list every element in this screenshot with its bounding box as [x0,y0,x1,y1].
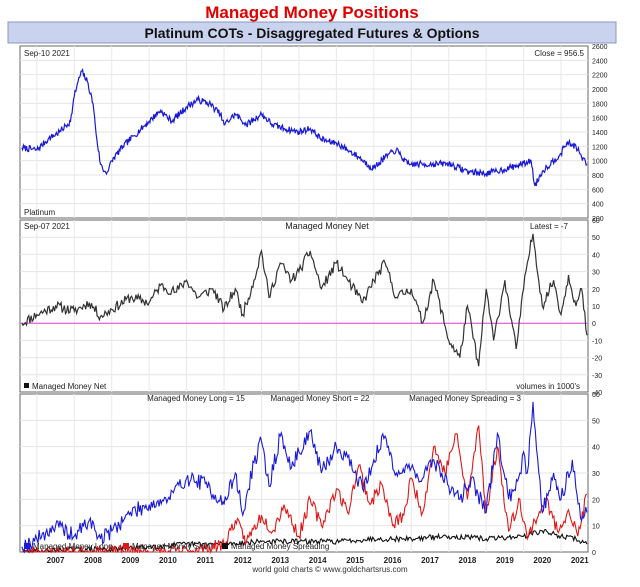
price-y-tick-label: 1600 [592,116,608,123]
net-latest-label: Latest = -7 [530,222,569,231]
price-close-label: Close = 956.5 [534,49,584,58]
price-y-ticks: 200 400 600 800 1000 1200 1400 1600 1800 2000 2200… [592,44,608,223]
x-tick-label: 2014 [309,556,327,565]
net-y-tick-label: -20 [592,356,602,363]
footer-credit: world gold charts © www.goldchartsrus.co… [251,565,408,574]
price-y-tick-label: 800 [592,173,604,180]
x-tick-label: 2020 [533,556,551,565]
x-tick-label: 2018 [459,556,477,565]
price-y-tick-label: 400 [592,202,604,209]
net-legend-swatch [24,383,29,388]
price-line [21,67,588,187]
spreading-latest-label: Managed Money Spreading = 3 [409,394,521,403]
net-y-tick-label: 10 [592,304,600,311]
price-y-tick-label: 2000 [592,87,608,94]
price-series-label: Platinum [24,208,55,217]
components-y-tick-label: 0 [592,550,596,557]
long-legend-swatch [24,543,30,549]
net-title: Managed Money Net [285,221,369,231]
net-y-tick-label: 40 [592,252,600,259]
x-tick-label: 2010 [159,556,177,565]
price-y-tick-label: 2400 [592,58,608,65]
price-y-tick-label: 600 [592,187,604,194]
page-title: Managed Money Positions [205,3,418,22]
subtitle-band [7,21,617,44]
x-tick-label: 2011 [197,556,215,565]
price-y-tick-label: 1400 [592,130,608,137]
x-tick-label: 2019 [496,556,514,565]
net-y-tick-label: -30 [592,373,602,380]
short-latest-label: Managed Money Short = 22 [271,394,371,403]
x-tick-label: 2017 [421,556,439,565]
long-line [21,401,588,554]
net-line [21,233,588,367]
components-y-tick-label: 20 [592,497,600,504]
short-legend-swatch [123,543,129,549]
long-legend-label: Managed Money Long [33,542,113,551]
net-y-tick-label: 20 [592,287,600,294]
spreading-legend-swatch [222,543,228,549]
x-tick-label: 2016 [384,556,402,565]
price-y-tick-label: 2200 [592,73,608,80]
net-y-tick-label: 60 [592,218,600,225]
x-axis: 2007 2008 2009 2010 2011 2012 2013 2014 2015 2016… [47,556,590,565]
components-y-tick-label: 10 [592,524,600,531]
net-date-label: Sep-07 2021 [24,222,70,231]
price-y-tick-label: 1000 [592,159,608,166]
price-y-tick-label: 200 [592,216,604,223]
price-date-label: Sep-10 2021 [24,49,70,58]
net-legend-label: Managed Money Net [32,382,107,391]
components-y-ticks: 0 10 20 30 40 50 60 [592,392,600,557]
x-tick-label: 2012 [234,556,252,565]
x-tick-label: 2007 [47,556,65,565]
long-latest-label: Managed Money Long = 15 [147,394,245,403]
price-gridlines [20,46,588,218]
net-y-ticks: -40 -30 -20 -10 0 10 20 30 40 50 60 [592,218,602,397]
net-y-tick-label: 30 [592,270,600,277]
components-y-tick-label: 40 [592,445,600,452]
net-y-tick-label: 50 [592,235,600,242]
net-y-tick-label: -40 [592,390,602,397]
net-y-tick-label: 0 [592,321,596,328]
x-tick-label: 2021 [571,556,589,565]
spreading-line [21,528,588,554]
spreading-legend-label: Managed Money Spreading [231,542,329,551]
components-y-tick-label: 60 [592,392,600,399]
page-subtitle: Platinum COTs - Disaggregated Futures & … [145,25,480,41]
price-y-tick-label: 2600 [592,44,608,51]
x-tick-label: 2009 [122,556,140,565]
components-panel: 0 10 20 30 40 50 60 Managed Money Long = 15 Ma… [19,392,600,557]
components-y-tick-label: 50 [592,418,600,425]
price-panel: 200 400 600 800 1000 1200 1400 1600 1800 2000 2200… [19,44,608,223]
x-tick-label: 2008 [84,556,102,565]
short-legend-label: Managed Money Short [132,542,214,551]
price-y-tick-label: 1800 [592,101,608,108]
components-y-tick-label: 30 [592,471,600,478]
net-panel: -40 -30 -20 -10 0 10 20 30 40 50 60 Sep-07 2021 Ma… [19,218,602,397]
net-y-tick-label: -10 [592,338,602,345]
x-tick-label: 2015 [346,556,364,565]
price-y-tick-label: 1200 [592,144,608,151]
x-tick-label: 2013 [271,556,289,565]
net-volume-note: volumes in 1000's [516,382,580,391]
